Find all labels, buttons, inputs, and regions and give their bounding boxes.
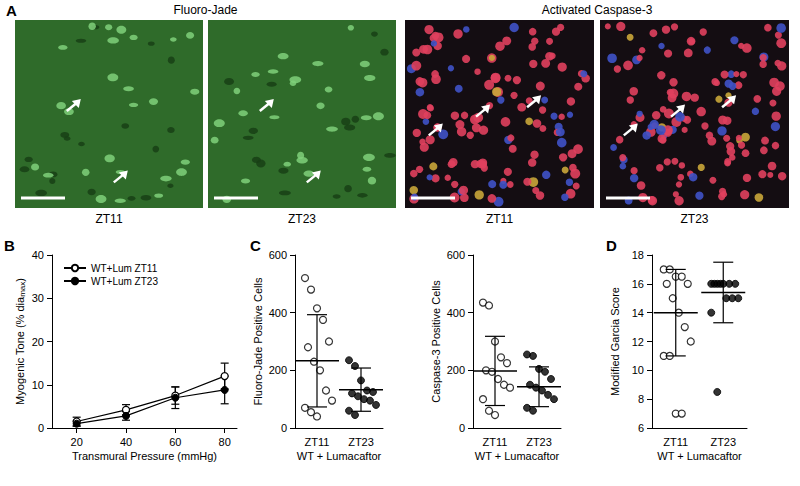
svg-text:B: B [4,237,15,254]
svg-text:12: 12 [632,336,644,348]
svg-text:16: 16 [632,278,644,290]
svg-text:ZT23: ZT23 [680,212,708,226]
svg-text:Fluoro-Jade Positive Cells: Fluoro-Jade Positive Cells [252,277,264,405]
svg-text:0: 0 [459,422,465,434]
svg-text:8: 8 [638,393,644,405]
svg-text:30: 30 [32,292,44,304]
svg-text:14: 14 [632,307,644,319]
svg-text:Caspase-3 Positive Cells: Caspase-3 Positive Cells [430,280,442,403]
svg-text:WT + Lumacaftor: WT + Lumacaftor [475,450,560,462]
svg-text:40: 40 [32,249,44,261]
svg-text:20: 20 [32,336,44,348]
svg-text:WT + Lumacaftor: WT + Lumacaftor [297,450,382,462]
svg-text:40: 40 [120,436,132,448]
svg-text:ZT11: ZT11 [486,212,513,226]
svg-text:ZT23: ZT23 [710,436,736,448]
svg-text:20: 20 [71,436,83,448]
svg-text:80: 80 [219,436,231,448]
svg-text:WT+Lum ZT23: WT+Lum ZT23 [91,276,158,287]
svg-text:WT+Lum ZT11: WT+Lum ZT11 [91,263,158,274]
svg-text:ZT11: ZT11 [305,436,330,448]
svg-text:200: 200 [269,364,287,376]
svg-text:10: 10 [32,379,44,391]
svg-text:ZT11: ZT11 [483,436,508,448]
svg-text:ZT11: ZT11 [663,436,688,448]
svg-text:Fluoro-Jade: Fluoro-Jade [173,3,237,17]
svg-text:D: D [606,237,617,254]
svg-text:Myogenic Tone (% dia: Myogenic Tone (% dia [14,296,26,405]
svg-text:ZT23: ZT23 [348,436,374,448]
svg-text:WT + Lumacaftor: WT + Lumacaftor [657,450,742,462]
svg-text:10: 10 [632,364,644,376]
svg-text:400: 400 [447,307,465,319]
svg-text:): ) [14,278,26,282]
svg-text:ZT11: ZT11 [95,212,122,226]
svg-text:600: 600 [269,249,287,261]
svg-text:400: 400 [269,307,287,319]
svg-text:200: 200 [447,364,465,376]
svg-text:0: 0 [38,422,44,434]
svg-text:18: 18 [632,249,644,261]
svg-text:ZT23: ZT23 [526,436,552,448]
svg-text:Transmural Pressure (mmHg): Transmural Pressure (mmHg) [72,450,217,462]
svg-text:600: 600 [447,249,465,261]
svg-text:60: 60 [169,436,181,448]
svg-text:0: 0 [281,422,287,434]
svg-text:6: 6 [638,422,644,434]
svg-text:Activated Caspase-3: Activated Caspase-3 [542,3,653,17]
svg-text:max: max [18,282,27,297]
svg-text:ZT23: ZT23 [288,212,316,226]
svg-text:C: C [250,237,261,254]
svg-text:A: A [6,2,17,19]
svg-text:Modified Garcia Score: Modified Garcia Score [609,287,621,396]
